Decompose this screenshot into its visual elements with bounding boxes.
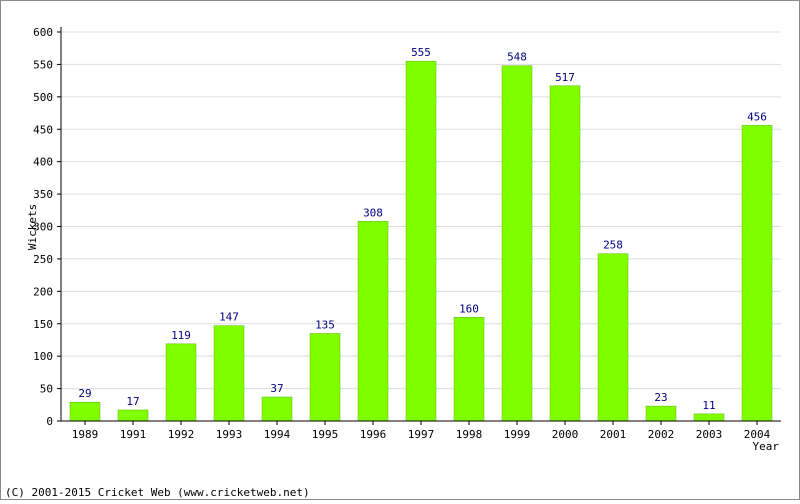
bar	[405, 60, 437, 422]
data-label: 517	[555, 71, 575, 84]
data-label: 23	[654, 391, 667, 404]
data-label: 147	[219, 311, 239, 324]
data-labels: 29 17 119 147 37 135 308 555 160 548 517 258 23 11 456	[78, 46, 767, 412]
data-label: 258	[603, 239, 623, 252]
x-tick-label: 2001	[600, 428, 627, 441]
x-tick-label: 1998	[456, 428, 483, 441]
y-tick-label: 400	[33, 156, 53, 169]
bar	[453, 317, 485, 422]
bar	[741, 125, 773, 422]
y-tick-label: 100	[33, 350, 53, 363]
bar	[213, 325, 245, 422]
y-tick-label: 450	[33, 123, 53, 136]
bar	[501, 65, 533, 422]
bar	[549, 85, 581, 422]
bar	[69, 401, 101, 422]
data-label: 11	[702, 399, 715, 412]
y-tick-label: 0	[46, 415, 53, 428]
x-tick-label: 2004	[744, 428, 771, 441]
x-tick-label: 1991	[120, 428, 147, 441]
data-label: 555	[411, 46, 431, 59]
bar	[645, 405, 677, 422]
x-tick-label: 1992	[168, 428, 195, 441]
data-label: 456	[747, 110, 767, 123]
x-tick-label: 1989	[72, 428, 99, 441]
x-tick-label: 1995	[312, 428, 339, 441]
data-label: 548	[507, 51, 527, 64]
y-tick-label: 200	[33, 285, 53, 298]
bars	[69, 60, 773, 422]
data-label: 17	[126, 395, 139, 408]
bar	[597, 253, 629, 422]
x-tick-label: 1993	[216, 428, 243, 441]
y-tick-label: 500	[33, 91, 53, 104]
data-label: 119	[171, 329, 191, 342]
x-tick-label: 2003	[696, 428, 723, 441]
y-tick-label: 550	[33, 58, 53, 71]
axes: 0 50 100 150 200 250 300 350 400 450 500 550 600 1989…	[33, 26, 781, 441]
y-axis-title: Wickets	[26, 204, 39, 250]
x-tick-label: 1996	[360, 428, 387, 441]
data-label: 29	[78, 387, 91, 400]
data-label: 135	[315, 318, 335, 331]
y-tick-label: 300	[33, 221, 53, 234]
x-tick-label: 1997	[408, 428, 435, 441]
bar	[261, 396, 293, 422]
data-label: 160	[459, 302, 479, 315]
y-tick-label: 150	[33, 318, 53, 331]
x-tick-label: 1994	[264, 428, 291, 441]
x-tick-label: 2000	[552, 428, 579, 441]
data-label: 37	[270, 382, 283, 395]
y-tick-label: 50	[40, 383, 53, 396]
bar	[357, 221, 389, 422]
x-axis-title: Year	[753, 440, 780, 453]
bar	[117, 409, 149, 422]
bar	[165, 343, 197, 422]
data-label: 308	[363, 206, 383, 219]
y-tick-label: 250	[33, 253, 53, 266]
x-tick-label: 1999	[504, 428, 531, 441]
copyright-footer: (C) 2001-2015 Cricket Web (www.cricketwe…	[5, 486, 310, 499]
x-tick-label: 2002	[648, 428, 675, 441]
y-tick-label: 350	[33, 188, 53, 201]
bar	[693, 413, 725, 422]
bar	[309, 333, 341, 422]
y-tick-label: 600	[33, 26, 53, 39]
